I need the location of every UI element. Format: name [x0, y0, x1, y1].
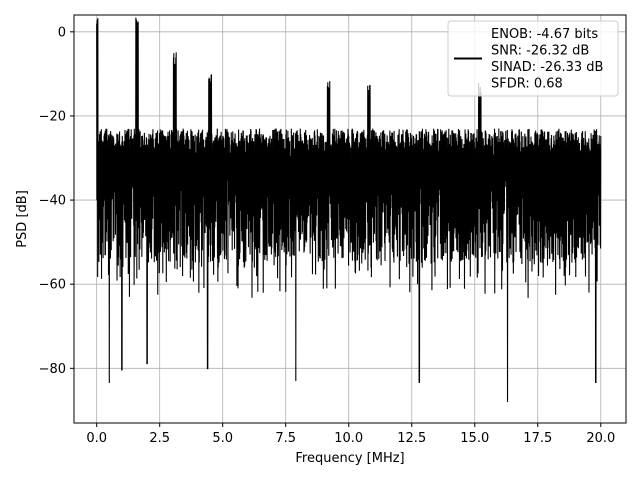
- legend-entry-snr: SNR: -26.32 dB: [491, 44, 589, 59]
- x-tick-label: 7.5: [275, 431, 296, 446]
- plot-frame: [73, 14, 627, 424]
- legend: ENOB: -4.67 bits SNR: -26.32 dB SINAD: -…: [447, 20, 619, 97]
- legend-entry-enob: ENOB: -4.67 bits: [491, 27, 598, 42]
- legend-entry-sinad: SINAD: -26.33 dB: [491, 60, 603, 75]
- x-axis-label: Frequency [MHz]: [295, 451, 404, 466]
- x-tick-label: 10.0: [334, 431, 363, 446]
- legend-entry-sfdr: SFDR: 0.68: [491, 77, 563, 92]
- y-tick-label: −60: [39, 278, 66, 293]
- x-tick-label: 12.5: [397, 431, 426, 446]
- y-tick-label: 0: [58, 25, 66, 40]
- x-tick-label: 5.0: [212, 431, 233, 446]
- x-axis-ticks: 0.0 2.5 5.0 7.5 10.0 12.5 15.0 17.5 20.0: [86, 423, 615, 446]
- y-tick-label: −80: [39, 362, 66, 377]
- x-tick-label: 17.5: [523, 431, 552, 446]
- y-axis-label: PSD [dB]: [15, 190, 30, 248]
- legend-box: [447, 20, 619, 97]
- y-tick-label: −40: [39, 194, 66, 209]
- plot-area: [96, 17, 602, 402]
- x-tick-label: 15.0: [460, 431, 489, 446]
- x-tick-label: 0.0: [86, 431, 107, 446]
- x-tick-label: 20.0: [586, 431, 615, 446]
- y-axis-ticks: 0 −20 −40 −60 −80: [39, 25, 74, 377]
- y-tick-label: −20: [39, 109, 66, 124]
- psd-series-line: [96, 17, 602, 402]
- x-tick-label: 2.5: [149, 431, 170, 446]
